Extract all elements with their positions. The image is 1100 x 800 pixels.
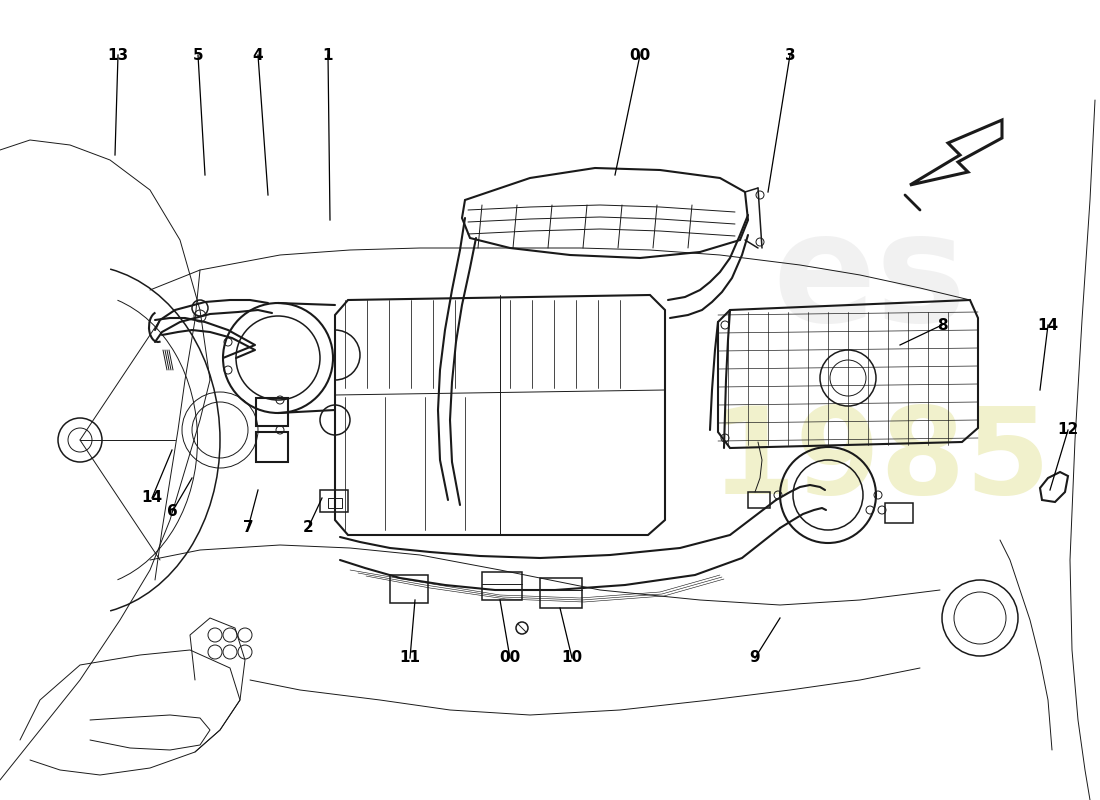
Text: 6: 6 xyxy=(166,505,177,519)
Text: 13: 13 xyxy=(108,47,129,62)
Bar xyxy=(748,492,770,508)
Text: 10: 10 xyxy=(561,650,583,666)
Text: 11: 11 xyxy=(399,650,420,666)
Bar xyxy=(256,398,288,426)
Text: 00: 00 xyxy=(629,47,650,62)
Text: 12: 12 xyxy=(1057,422,1079,438)
Text: 14: 14 xyxy=(142,490,163,506)
Text: 3: 3 xyxy=(784,47,795,62)
Text: es: es xyxy=(772,206,967,354)
Polygon shape xyxy=(910,120,1002,185)
Text: 14: 14 xyxy=(1037,318,1058,333)
Bar xyxy=(328,498,342,508)
Text: 00: 00 xyxy=(499,650,520,666)
Bar xyxy=(320,490,348,512)
Text: 8: 8 xyxy=(937,318,947,333)
Bar xyxy=(482,572,522,600)
Text: 1985: 1985 xyxy=(710,402,1050,518)
Bar xyxy=(256,432,288,462)
Text: 9: 9 xyxy=(750,650,760,666)
Bar xyxy=(886,503,913,523)
Bar xyxy=(390,575,428,603)
Bar xyxy=(540,578,582,608)
Text: 5: 5 xyxy=(192,47,204,62)
Text: 1: 1 xyxy=(322,47,333,62)
Text: 7: 7 xyxy=(243,521,253,535)
Text: 4: 4 xyxy=(253,47,263,62)
Text: 2: 2 xyxy=(302,521,313,535)
